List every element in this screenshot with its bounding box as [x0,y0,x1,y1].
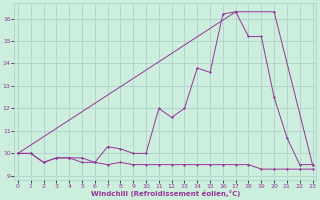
X-axis label: Windchill (Refroidissement éolien,°C): Windchill (Refroidissement éolien,°C) [91,190,240,197]
